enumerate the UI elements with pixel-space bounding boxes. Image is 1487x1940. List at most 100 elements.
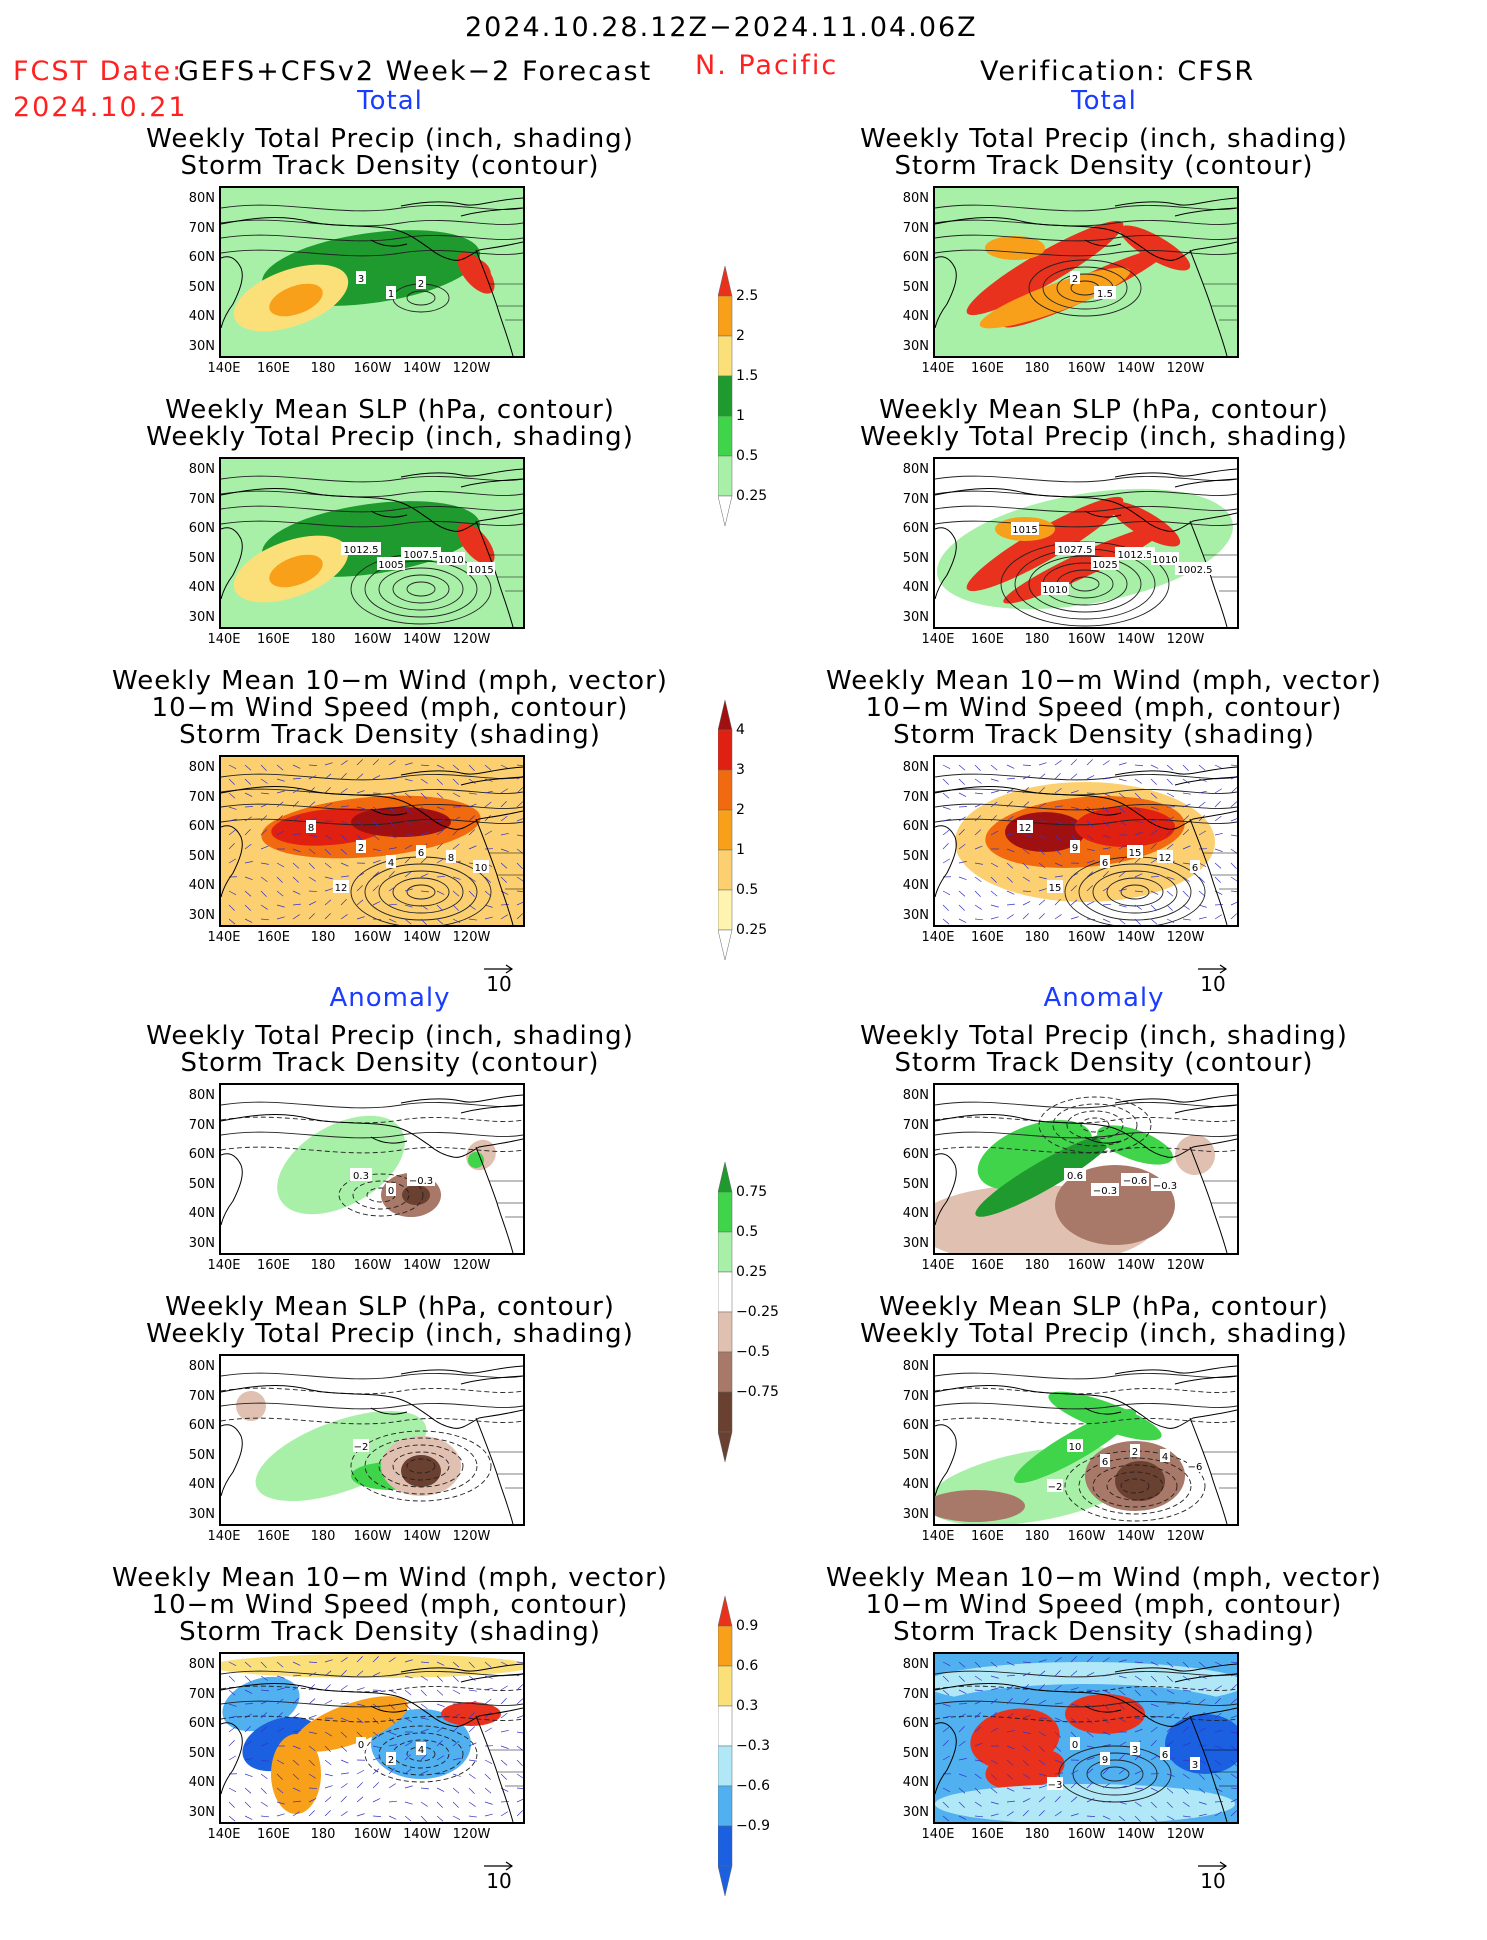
colorbar-label: 1: [736, 842, 745, 858]
colorbar-swatch: [718, 1786, 732, 1826]
panel-title-line: Storm Track Density (contour): [70, 1050, 710, 1077]
colorbar-label: 2: [736, 328, 745, 344]
lon-tick-label: 180: [298, 1529, 348, 1544]
lon-tick-label: 180: [298, 632, 348, 647]
svg-text:−2: −2: [354, 1442, 369, 1453]
colorbar-label: 1.5: [736, 368, 758, 384]
colorbar-swatch: [718, 810, 732, 850]
section-total-forecast: Total: [190, 86, 590, 116]
colorbar-label: 2.5: [736, 288, 758, 304]
colorbar-label: 0.25: [736, 922, 767, 938]
svg-text:12: 12: [335, 883, 348, 894]
colorbar-swatch: [718, 1746, 732, 1786]
svg-text:6: 6: [1102, 858, 1108, 869]
svg-text:−3: −3: [1048, 1780, 1063, 1791]
svg-text:3: 3: [1132, 1745, 1138, 1756]
lat-tick-label: 50N: [175, 551, 215, 566]
lat-tick-label: 40N: [889, 1477, 929, 1492]
panel-title-line: Weekly Total Precip (inch, shading): [784, 1321, 1424, 1348]
colorbar-label: 0.6: [736, 1658, 758, 1674]
lon-tick-label: 140E: [913, 1258, 963, 1273]
colorbar-label: 0.25: [736, 1264, 767, 1280]
lat-tick-label: 40N: [889, 1206, 929, 1221]
lat-tick-label: 50N: [889, 849, 929, 864]
lon-tick-label: 160W: [348, 1827, 398, 1842]
map-canvas: 312: [221, 188, 523, 356]
lat-tick-label: 60N: [175, 1418, 215, 1433]
colorbar-swatch: [718, 1866, 732, 1896]
lat-tick-label: 50N: [889, 1448, 929, 1463]
lat-tick-label: 80N: [175, 1088, 215, 1103]
lat-tick-label: 60N: [889, 1418, 929, 1433]
lat-tick-label: 70N: [889, 492, 929, 507]
lat-tick-label: 30N: [889, 1805, 929, 1820]
lat-tick-label: 30N: [889, 908, 929, 923]
svg-text:1025: 1025: [1092, 560, 1117, 571]
lat-tick-label: 50N: [175, 1177, 215, 1192]
lon-tick-label: 160W: [348, 1258, 398, 1273]
lat-tick-label: 30N: [175, 339, 215, 354]
panel-title-line: Weekly Total Precip (inch, shading): [784, 1023, 1424, 1050]
colorbar-label: 0.5: [736, 882, 758, 898]
lat-tick-label: 80N: [889, 462, 929, 477]
lat-tick-label: 80N: [175, 1359, 215, 1374]
svg-text:2: 2: [1072, 274, 1078, 285]
lon-tick-label: 160W: [1062, 632, 1112, 647]
lat-tick-label: 60N: [889, 521, 929, 536]
lon-tick-label: 160E: [963, 1827, 1013, 1842]
colorbar-label: 3: [736, 762, 745, 778]
colorbar-label: −0.9: [736, 1818, 770, 1834]
lat-tick-label: 40N: [175, 1477, 215, 1492]
svg-text:4: 4: [418, 1745, 424, 1756]
lon-tick-label: 120W: [1161, 632, 1211, 647]
colorbar-swatches: [718, 1162, 738, 1502]
lat-tick-label: 40N: [889, 1775, 929, 1790]
svg-text:1015: 1015: [468, 565, 493, 576]
colorbar-label: 0.9: [736, 1618, 758, 1634]
lon-tick-label: 180: [298, 1258, 348, 1273]
colorbar-swatch: [718, 376, 732, 416]
panel-title-line: Storm Track Density (contour): [70, 153, 710, 180]
lon-tick-label: 180: [1012, 632, 1062, 647]
svg-text:1002.5: 1002.5: [1178, 565, 1213, 576]
colorbar-swatch: [718, 456, 732, 496]
lat-tick-label: 50N: [175, 849, 215, 864]
svg-text:1: 1: [388, 289, 394, 300]
svg-text:1027.5: 1027.5: [1058, 545, 1093, 556]
lon-tick-label: 140E: [199, 361, 249, 376]
svg-text:2: 2: [418, 279, 424, 290]
lat-tick-label: 60N: [889, 1716, 929, 1731]
lat-tick-label: 30N: [175, 1507, 215, 1522]
lat-tick-label: 80N: [175, 462, 215, 477]
colorbar-label: 0.5: [736, 448, 758, 464]
lat-tick-label: 40N: [175, 1206, 215, 1221]
lon-tick-label: 140W: [1111, 361, 1161, 376]
colorbar-label: −0.5: [736, 1344, 770, 1360]
map-canvas: 0.30−0.3: [221, 1085, 523, 1253]
lat-tick-label: 40N: [175, 878, 215, 893]
svg-text:2: 2: [358, 843, 364, 854]
lat-tick-label: 30N: [175, 908, 215, 923]
lat-tick-label: 50N: [889, 280, 929, 295]
colorbar-swatch: [718, 1432, 732, 1462]
colorbar-swatch: [718, 1666, 732, 1706]
colorbar-swatch: [718, 1392, 732, 1432]
panel-title-line: 10−m Wind Speed (mph, contour): [784, 1592, 1424, 1619]
lat-tick-label: 50N: [889, 1177, 929, 1192]
svg-text:1007.5: 1007.5: [404, 550, 439, 561]
colorbar-swatch: [718, 730, 732, 770]
lon-tick-label: 120W: [1161, 361, 1211, 376]
lat-tick-label: 30N: [889, 610, 929, 625]
lon-tick-label: 120W: [1161, 1827, 1211, 1842]
map-canvas: 0.6−0.3−0.6−0.3: [935, 1085, 1237, 1253]
section-anomaly-forecast: Anomaly: [190, 983, 590, 1013]
lat-tick-label: 60N: [175, 1716, 215, 1731]
lon-tick-label: 140W: [397, 632, 447, 647]
lon-tick-label: 160E: [249, 1827, 299, 1842]
svg-text:15: 15: [1129, 848, 1142, 859]
lat-tick-label: 70N: [175, 492, 215, 507]
lon-tick-label: 140W: [1111, 930, 1161, 945]
